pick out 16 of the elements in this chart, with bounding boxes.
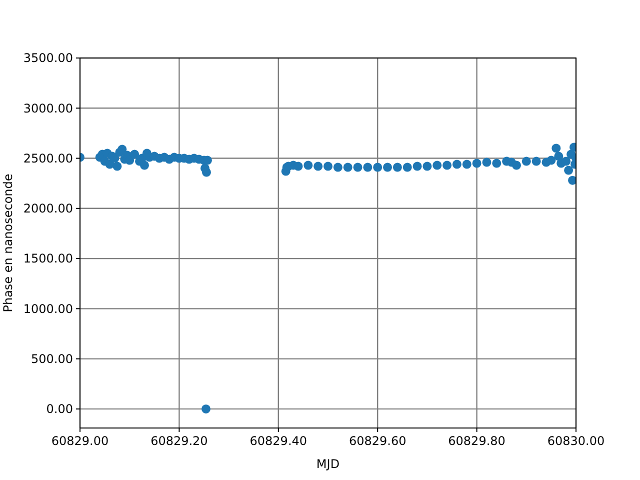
y-tick-label: 0.00 [46, 402, 73, 416]
y-tick-label: 3500.00 [23, 51, 73, 66]
x-tick-label: 60830.00 [547, 434, 605, 448]
x-tick-label: 60829.00 [51, 434, 109, 448]
y-axis-title: Phase en nanoseconde [1, 174, 15, 312]
x-tick-label: 60829.60 [348, 434, 406, 448]
x-tick-label: 60829.20 [150, 434, 208, 448]
y-tick-label: 2500.00 [23, 151, 73, 166]
y-tick-label: 2000.00 [23, 202, 73, 216]
x-axis-title: MJD [316, 457, 340, 471]
x-tick-label: 60829.80 [448, 434, 506, 448]
y-tick-label: 1500.00 [23, 252, 73, 266]
y-tick-label: 1000.00 [23, 302, 73, 316]
y-tick-label: 3000.00 [23, 101, 73, 116]
y-tick-label: 500.00 [31, 352, 73, 366]
x-tick-label: 60829.40 [250, 434, 308, 448]
